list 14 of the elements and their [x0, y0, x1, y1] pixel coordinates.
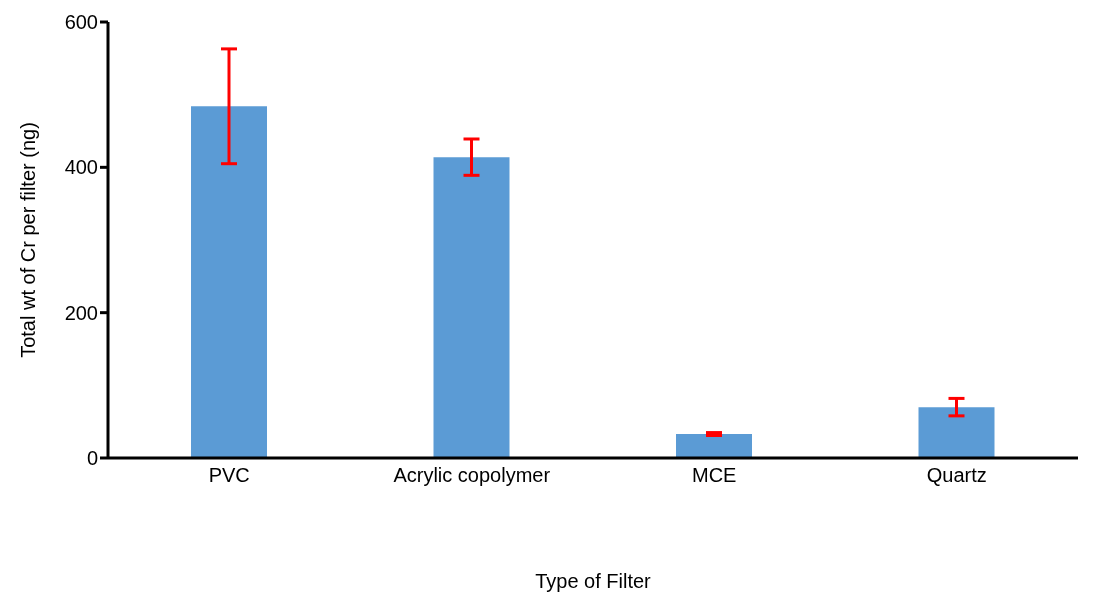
bar — [433, 157, 510, 458]
bar — [918, 407, 995, 458]
x-axis-title: Type of Filter — [535, 570, 652, 592]
y-tick-label: 600 — [64, 11, 98, 34]
y-tick-label: 0 — [86, 447, 98, 470]
x-tick-label: Quartz — [926, 464, 987, 486]
x-tick-label: Acrylic copolymer — [393, 464, 551, 486]
y-axis-title: Total wt of Cr per filter (ng) — [17, 122, 40, 358]
y-tick-label: 200 — [64, 301, 98, 324]
x-tick-label: PVC — [208, 464, 250, 486]
x-tick-label: MCE — [692, 464, 737, 486]
bar — [676, 434, 752, 458]
bar — [191, 106, 267, 458]
y-tick-label: 400 — [64, 156, 98, 179]
